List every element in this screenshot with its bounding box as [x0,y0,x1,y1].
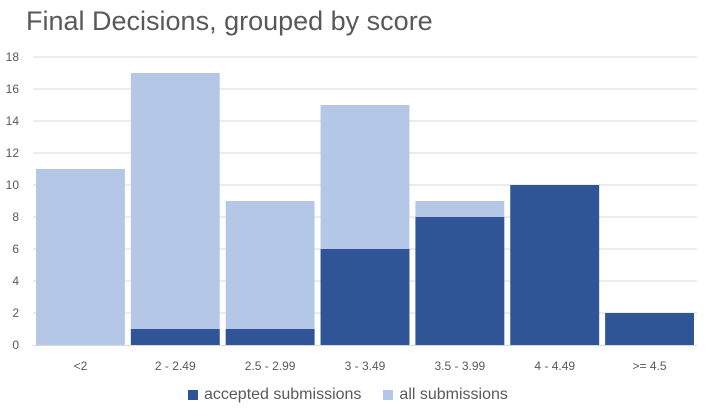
bar-all [36,169,125,345]
legend-label-all: all submissions [399,386,508,403]
y-tick-label: 0 [12,338,19,352]
bar-all [130,73,220,345]
legend-swatch-accepted [188,390,198,400]
x-tick-label: >= 4.5 [633,359,667,373]
bar-accepted [130,329,220,345]
bar-accepted [605,313,694,345]
y-tick-label: 18 [6,50,20,64]
y-tick-label: 4 [12,274,19,288]
x-tick-label: 3.5 - 3.99 [435,359,486,373]
bar-accepted [320,249,410,345]
bar-accepted [510,185,600,345]
y-tick-label: 10 [6,178,20,192]
y-tick-label: 12 [6,146,20,160]
legend-item-all: all submissions [383,386,508,404]
legend-swatch-all [383,390,394,400]
bar-accepted [415,217,505,345]
x-tick-label: <2 [74,359,88,373]
axes: 0 2 4 6 8 10 12 14 16 18 <2 2 - 2.49 2.5 - 2.99 3 - 3… [6,50,697,373]
x-tick-label: 2 - 2.49 [155,359,196,373]
bars [36,73,694,345]
x-tick-label: 4 - 4.49 [534,359,575,373]
y-tick-label: 6 [12,242,19,256]
x-tick-label: 3 - 3.49 [345,359,386,373]
y-tick-label: 16 [6,82,20,96]
legend: accepted submissions all submissions [188,386,530,404]
bar-accepted [225,329,315,345]
bar-all [225,201,315,345]
y-tick-label: 2 [12,306,19,320]
x-tick-label: 2.5 - 2.99 [245,359,296,373]
y-tick-label: 8 [12,210,19,224]
legend-label-accepted: accepted submissions [204,386,362,403]
y-tick-label: 14 [6,114,20,128]
legend-item-accepted: accepted submissions [188,386,361,404]
chart-title: Final Decisions, grouped by score [26,6,433,36]
